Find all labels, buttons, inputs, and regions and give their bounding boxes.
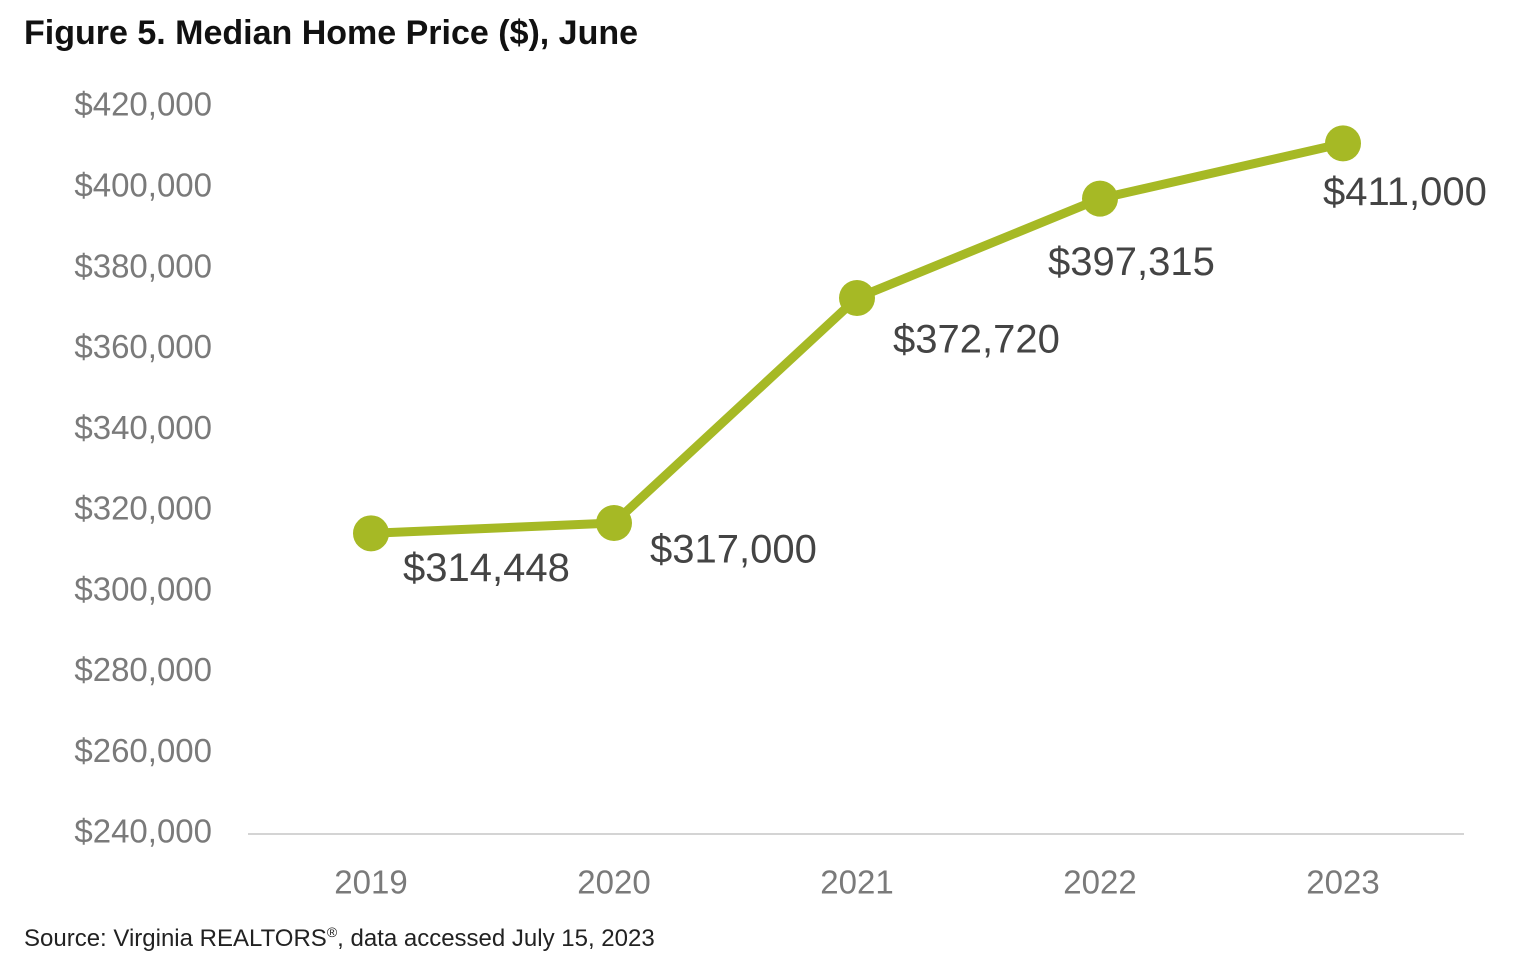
source-text: Source: Virginia REALTORS (24, 925, 327, 952)
data-label: $317,000 (650, 528, 817, 572)
y-tick-label: $340,000 (74, 409, 212, 446)
source-note: Source: Virginia REALTORS®, data accesse… (24, 924, 655, 953)
data-point (839, 279, 875, 316)
y-tick-label: $360,000 (74, 328, 212, 365)
source-text-tail: , data accessed July 15, 2023 (337, 925, 655, 952)
x-tick-label: 2020 (577, 864, 650, 901)
data-label: $411,000 (1323, 170, 1487, 214)
series-line (366, 138, 1348, 538)
data-label: $397,315 (1048, 240, 1215, 284)
x-tick-label: 2022 (1063, 864, 1136, 901)
y-tick-label: $420,000 (74, 86, 212, 123)
chart-title: Figure 5. Median Home Price ($), June (24, 14, 639, 52)
y-tick-label: $300,000 (74, 570, 212, 607)
registered-mark: ® (326, 924, 338, 940)
y-tick-label: $280,000 (74, 651, 212, 688)
data-point (1325, 125, 1361, 162)
x-tick-label: 2023 (1306, 864, 1379, 901)
y-tick-label: $320,000 (74, 490, 212, 527)
x-tick-label: 2019 (334, 864, 407, 901)
data-point (1082, 180, 1118, 217)
x-tick-label: 2021 (820, 864, 893, 901)
y-tick-label: $260,000 (74, 732, 212, 769)
data-point (353, 515, 389, 552)
data-label: $372,720 (893, 318, 1060, 362)
data-point (596, 505, 632, 542)
y-tick-label: $380,000 (74, 247, 212, 284)
y-tick-label: $400,000 (74, 166, 212, 203)
y-tick-label: $240,000 (74, 813, 212, 850)
data-label: $314,448 (403, 546, 570, 590)
